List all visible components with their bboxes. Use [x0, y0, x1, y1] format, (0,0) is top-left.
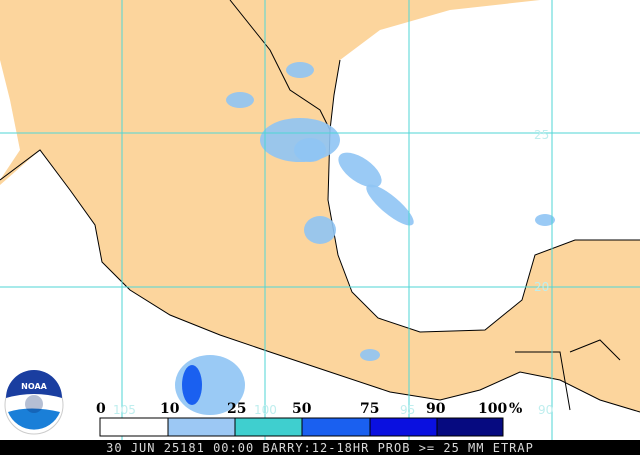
pacific-ocean	[0, 150, 640, 440]
legend-label: 75	[360, 401, 379, 417]
caption-bar	[0, 440, 640, 455]
legend-label: 90	[426, 401, 446, 417]
lat-label: 20	[534, 280, 549, 294]
lon-label: 105	[113, 403, 136, 417]
legend-label: 10	[160, 401, 180, 417]
noaa-logo: NOAA	[4, 370, 64, 435]
precip-areas	[175, 62, 555, 415]
legend-label: 100	[478, 401, 507, 417]
legend-swatch	[99, 417, 169, 437]
gulf-of-california	[0, 60, 20, 180]
legend-unit: %	[509, 401, 522, 417]
coastline	[0, 149, 640, 413]
logo-text: NOAA	[21, 382, 47, 391]
legend-swatch	[436, 417, 504, 437]
lon-label: 95	[400, 403, 415, 417]
lon-label: 100	[254, 403, 277, 417]
lat-label: 25	[534, 128, 549, 142]
gulf-of-mexico	[328, 0, 640, 332]
legend-swatch	[301, 417, 371, 437]
grid	[0, 0, 640, 440]
legend: 0 10 25 50 75 90 100 %	[96, 401, 522, 437]
legend-swatch	[167, 417, 236, 437]
legend-swatch	[234, 417, 303, 437]
legend-swatch	[369, 417, 438, 437]
legend-label: 25	[227, 401, 246, 417]
border	[229, 0, 621, 411]
caption: 30 JUN 25181 00:00 BARRY:12-18HR PROB >=…	[106, 441, 534, 455]
legend-label: 50	[292, 401, 312, 417]
lon-label: 90	[538, 403, 553, 417]
legend-label: 0	[96, 401, 106, 417]
